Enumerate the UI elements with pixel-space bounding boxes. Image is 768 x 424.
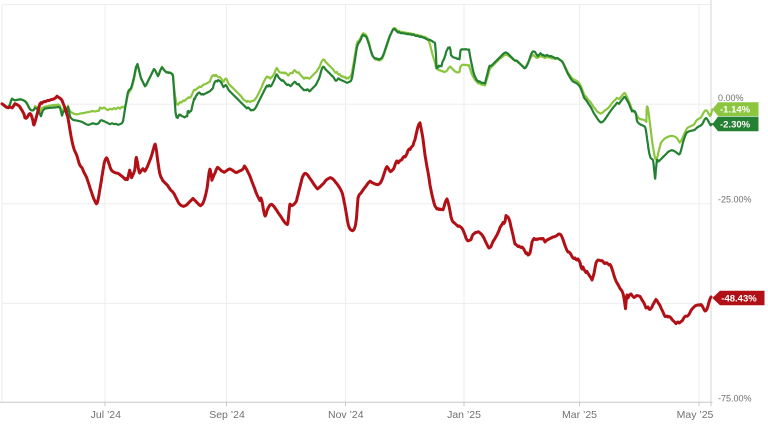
svg-text:-25.00%: -25.00% <box>718 194 752 204</box>
svg-text:-75.00%: -75.00% <box>718 394 752 404</box>
svg-text:Mar ’25: Mar ’25 <box>562 409 597 421</box>
svg-text:Sep ’24: Sep ’24 <box>209 409 245 421</box>
svg-text:Jan ’25: Jan ’25 <box>447 409 481 421</box>
svg-text:0.00%: 0.00% <box>718 93 744 103</box>
svg-text:-48.43%: -48.43% <box>721 293 757 304</box>
svg-text:Jul ’24: Jul ’24 <box>91 409 122 421</box>
svg-text:Nov ’24: Nov ’24 <box>328 409 364 421</box>
svg-text:May ’25: May ’25 <box>677 409 714 421</box>
svg-text:-1.14%: -1.14% <box>720 104 751 115</box>
svg-text:-2.30%: -2.30% <box>720 119 751 130</box>
